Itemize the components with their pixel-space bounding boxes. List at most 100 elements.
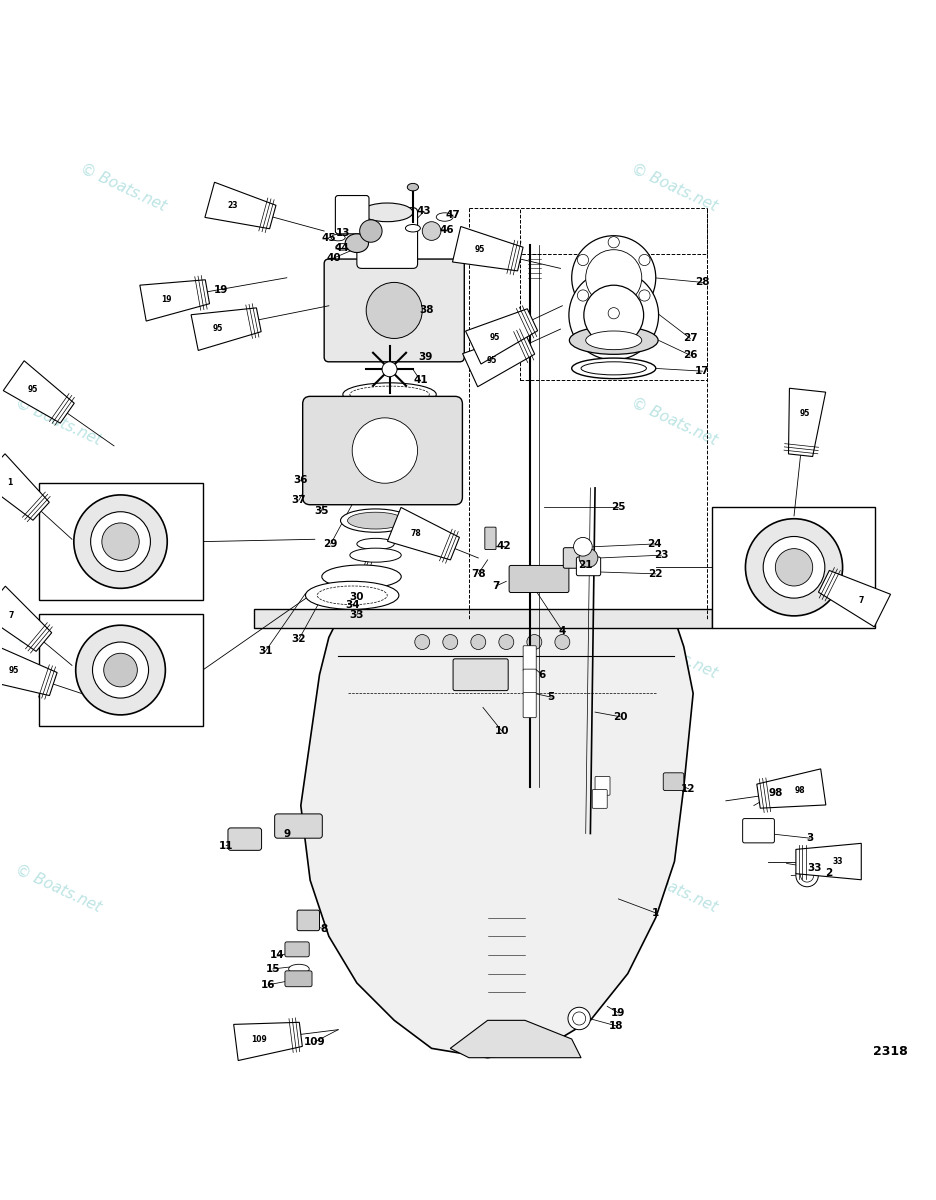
Text: 39: 39 [417,352,432,362]
Circle shape [608,236,620,248]
Ellipse shape [288,965,309,973]
Text: 2: 2 [825,868,832,877]
Text: 4: 4 [559,626,566,636]
Text: 2318: 2318 [873,1045,908,1057]
FancyBboxPatch shape [302,396,462,505]
Circle shape [415,635,430,649]
Circle shape [578,290,589,301]
Polygon shape [254,610,711,628]
Ellipse shape [361,203,413,222]
Ellipse shape [569,326,658,354]
Text: 95: 95 [8,666,19,676]
Text: 27: 27 [683,334,697,343]
FancyBboxPatch shape [509,565,569,593]
FancyBboxPatch shape [563,547,586,569]
Polygon shape [818,570,890,626]
Text: 19: 19 [611,1008,625,1018]
FancyBboxPatch shape [742,818,774,842]
Circle shape [579,548,598,568]
FancyBboxPatch shape [357,208,417,269]
Ellipse shape [343,436,436,456]
Circle shape [569,270,659,360]
FancyBboxPatch shape [324,259,464,362]
Circle shape [499,635,514,649]
Ellipse shape [436,212,453,221]
Circle shape [471,635,486,649]
Ellipse shape [322,565,402,588]
Polygon shape [388,508,460,560]
FancyBboxPatch shape [577,557,601,576]
Polygon shape [300,619,694,1057]
Circle shape [586,250,642,306]
Polygon shape [462,332,534,386]
FancyBboxPatch shape [274,814,322,838]
Text: © Boats.net: © Boats.net [12,862,103,914]
Text: 46: 46 [439,226,454,235]
Circle shape [639,290,651,301]
Circle shape [578,254,589,265]
Circle shape [584,286,644,344]
Text: 23: 23 [654,550,668,560]
Polygon shape [4,361,74,424]
Text: 95: 95 [475,245,485,254]
FancyBboxPatch shape [297,910,319,931]
Text: © Boats.net: © Boats.net [12,628,103,682]
Circle shape [359,220,382,242]
Circle shape [608,307,620,319]
Text: 17: 17 [695,366,709,376]
Circle shape [763,536,825,598]
Text: 98: 98 [768,788,782,798]
Ellipse shape [343,383,436,406]
Text: 21: 21 [578,559,593,570]
FancyBboxPatch shape [595,776,610,796]
Text: © Boats.net: © Boats.net [78,161,168,214]
Text: 95: 95 [486,356,497,365]
Text: 1: 1 [652,908,659,918]
Circle shape [91,511,151,571]
Circle shape [572,235,656,319]
Polygon shape [0,646,57,696]
Polygon shape [0,586,51,652]
FancyBboxPatch shape [228,828,261,851]
FancyBboxPatch shape [285,942,309,956]
Text: 34: 34 [344,600,359,610]
Circle shape [74,494,168,588]
Ellipse shape [405,224,420,232]
Polygon shape [796,844,861,880]
Text: 7: 7 [492,581,500,590]
Text: © Boats.net: © Boats.net [629,395,720,448]
Text: 35: 35 [314,506,329,516]
Text: 33: 33 [350,610,364,620]
FancyBboxPatch shape [523,646,536,671]
Text: 42: 42 [496,541,511,551]
Text: 11: 11 [219,841,233,851]
FancyBboxPatch shape [285,971,312,986]
Circle shape [422,222,441,240]
Text: 1: 1 [7,479,13,487]
Text: 33: 33 [833,857,843,866]
Circle shape [639,254,651,265]
Circle shape [775,548,812,586]
Circle shape [382,362,397,377]
Text: 37: 37 [292,496,306,505]
Text: 7: 7 [859,595,864,605]
Ellipse shape [347,512,403,529]
Ellipse shape [357,539,394,550]
Polygon shape [139,280,210,322]
Ellipse shape [305,581,399,610]
Polygon shape [191,308,261,350]
Circle shape [443,635,458,649]
Text: 16: 16 [261,980,275,990]
Text: 98: 98 [795,786,806,794]
FancyBboxPatch shape [485,527,496,550]
Ellipse shape [407,184,418,191]
Text: 95: 95 [212,324,223,332]
Bar [711,506,875,628]
FancyBboxPatch shape [592,790,607,809]
Text: 12: 12 [681,784,695,793]
Text: 33: 33 [808,863,822,874]
Circle shape [93,642,149,698]
Ellipse shape [336,244,350,250]
Circle shape [102,523,139,560]
Circle shape [104,653,138,686]
